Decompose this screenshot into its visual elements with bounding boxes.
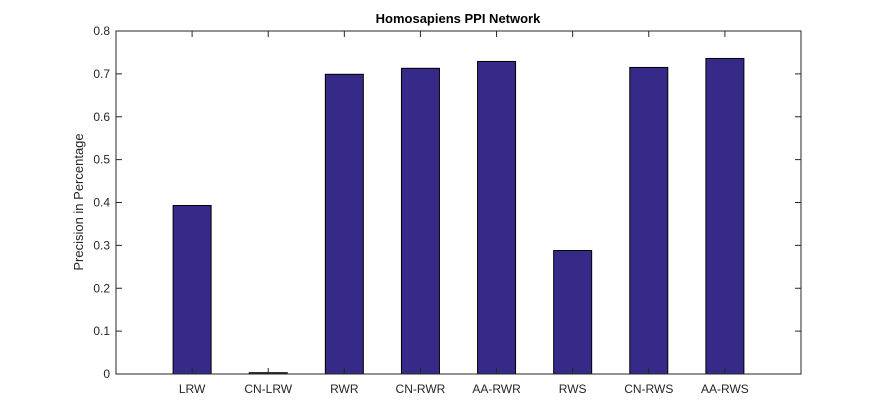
y-tick-label: 0.1	[93, 324, 110, 338]
plot-area: 0 0.1 0.2 0.3 0.4 0.5 0.6 0.7 0.8 LRW CN-LRW RWR CN-…	[93, 24, 802, 396]
x-tick-label: AA-RWS	[701, 382, 749, 396]
y-tick-label: 0.3	[93, 238, 110, 252]
bar-rws	[553, 250, 593, 375]
x-tick-label: CN-RWS	[624, 382, 673, 396]
x-tick-label: RWR	[330, 382, 359, 396]
bar-cn-rws	[629, 66, 669, 375]
bar-lrw	[172, 205, 212, 375]
y-tick-label: 0	[103, 367, 110, 381]
x-tick-label: CN-LRW	[244, 382, 292, 396]
x-tick-label: AA-RWR	[472, 382, 521, 396]
y-tick-label: 0.5	[93, 153, 110, 167]
y-axis-label: Precision in Percentage	[71, 133, 86, 270]
axes-box	[115, 30, 802, 375]
x-tick-label: CN-RWR	[396, 382, 446, 396]
bar-aa-rws	[705, 57, 745, 375]
bar-aa-rwr	[477, 60, 517, 375]
y-tick-label: 0.7	[93, 67, 110, 81]
y-tick-label: 0.6	[93, 110, 110, 124]
x-tick-label: LRW	[179, 382, 206, 396]
y-tick-label: 0.4	[93, 196, 110, 210]
chart-title: Homosapiens PPI Network	[376, 11, 541, 26]
bar-rwr	[324, 73, 364, 375]
bar-cn-rwr	[400, 67, 440, 375]
y-tick-label: 0.8	[93, 24, 110, 38]
y-tick-label: 0.2	[93, 281, 110, 295]
x-tick-label: RWS	[559, 382, 587, 396]
